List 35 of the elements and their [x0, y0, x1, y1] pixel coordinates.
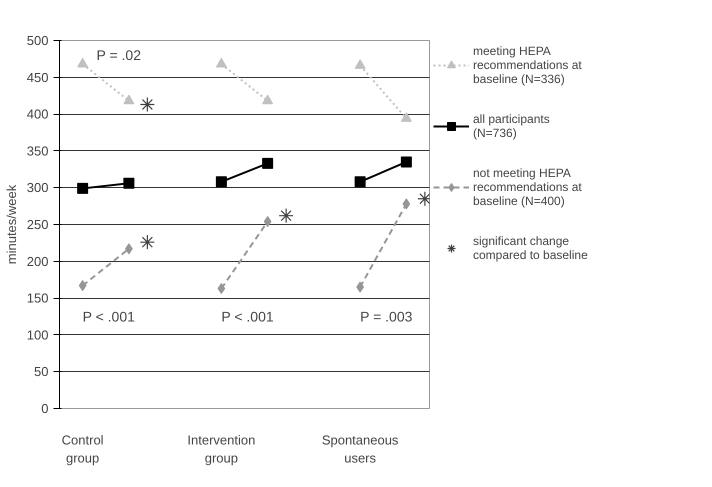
- point: [216, 58, 227, 68]
- y-tick-label: 50: [34, 364, 49, 380]
- point: [400, 112, 412, 122]
- point: [77, 58, 88, 68]
- annotation: P = .02: [96, 47, 142, 64]
- y-tick-label: 450: [26, 70, 49, 85]
- point: [123, 94, 134, 104]
- legend-label: meeting HEPA recommendations at baseline (N=336): [473, 44, 582, 86]
- point: [77, 182, 88, 194]
- y-tick-label: 200: [26, 254, 49, 269]
- y-tick-label: 400: [26, 106, 49, 122]
- point: [354, 176, 366, 188]
- legend-label: not meeting HEPA recommendations at baseline (N=400): [473, 166, 582, 208]
- x-tick-label: Intervention group: [187, 432, 256, 466]
- y-tick-label: 150: [26, 290, 49, 306]
- legend-label: significant change compared to baseline: [473, 234, 588, 262]
- annotation: P < .001: [221, 308, 274, 324]
- y-tick-label: 350: [26, 143, 49, 158]
- point: [216, 176, 227, 188]
- y-axis-title: minutes/week: [4, 184, 19, 264]
- x-tick-label: Control group: [62, 432, 104, 466]
- y-tick-label: 250: [26, 217, 49, 232]
- y-tick-label: 0: [41, 401, 49, 416]
- point: [354, 59, 366, 69]
- annotation: P = .003: [360, 308, 413, 324]
- y-tick-label: 300: [26, 180, 49, 196]
- legend-label: all participants (N=736): [473, 112, 550, 140]
- y-tick-label: 500: [26, 33, 49, 48]
- point: [400, 156, 412, 168]
- x-tick-label: Spontaneous users: [322, 432, 399, 466]
- point: [262, 158, 274, 169]
- point: [123, 178, 134, 189]
- y-tick-label: 100: [26, 327, 49, 342]
- annotation: P < .001: [82, 308, 136, 324]
- point: [262, 94, 274, 104]
